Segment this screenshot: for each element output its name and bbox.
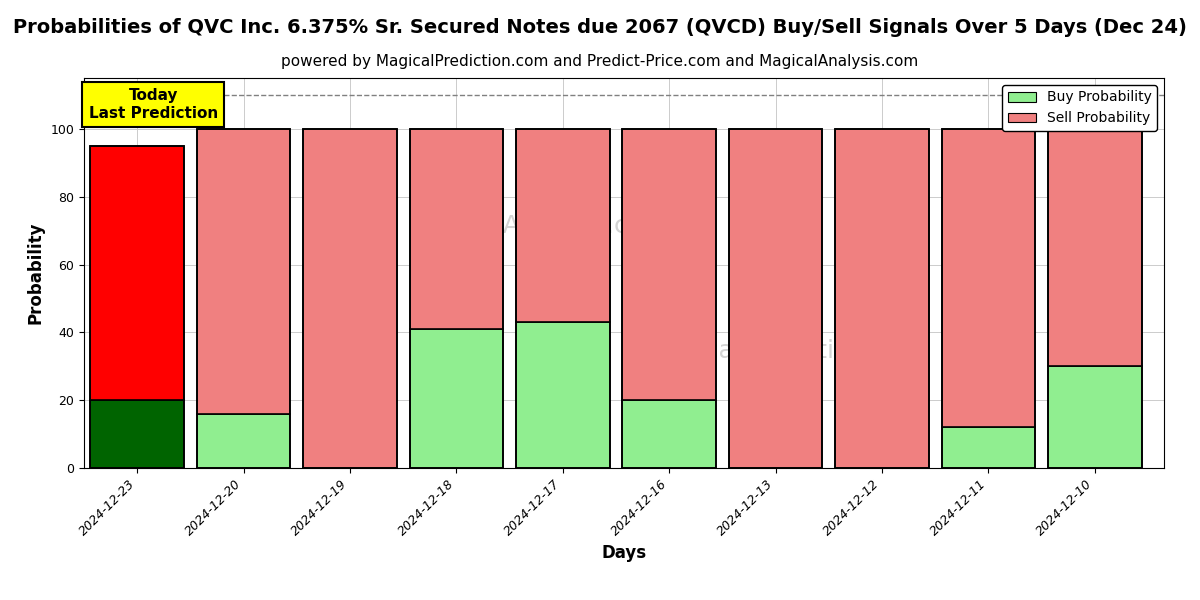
Bar <box>304 129 397 468</box>
Bar <box>90 146 184 468</box>
Bar <box>197 414 290 468</box>
Text: Today
Last Prediction: Today Last Prediction <box>89 88 217 121</box>
Bar <box>942 427 1036 468</box>
Bar <box>1048 366 1141 468</box>
Bar <box>90 146 184 400</box>
Bar <box>197 129 290 414</box>
Bar <box>942 129 1036 427</box>
Text: Probabilities of QVC Inc. 6.375% Sr. Secured Notes due 2067 (QVCD) Buy/Sell Sign: Probabilities of QVC Inc. 6.375% Sr. Sec… <box>13 18 1187 37</box>
Bar <box>197 129 290 468</box>
Bar <box>90 400 184 468</box>
Bar <box>409 129 503 329</box>
Bar <box>516 322 610 468</box>
Text: MagicalAnalysis.com: MagicalAnalysis.com <box>408 214 667 238</box>
Bar <box>516 129 610 468</box>
Bar <box>942 129 1036 468</box>
Bar <box>623 129 716 400</box>
Bar <box>409 129 503 468</box>
Y-axis label: Probability: Probability <box>26 222 44 324</box>
Bar <box>835 129 929 468</box>
Legend: Buy Probability, Sell Probability: Buy Probability, Sell Probability <box>1002 85 1157 131</box>
Bar <box>728 129 822 468</box>
Bar <box>516 129 610 322</box>
Bar <box>623 400 716 468</box>
Bar <box>1048 129 1141 468</box>
Bar <box>304 129 397 468</box>
Text: MagicalPrediction.com: MagicalPrediction.com <box>646 339 926 363</box>
Bar <box>835 129 929 468</box>
X-axis label: Days: Days <box>601 544 647 562</box>
Bar <box>1048 129 1141 366</box>
Bar <box>409 329 503 468</box>
Bar <box>728 129 822 468</box>
Text: powered by MagicalPrediction.com and Predict-Price.com and MagicalAnalysis.com: powered by MagicalPrediction.com and Pre… <box>281 54 919 69</box>
Bar <box>623 129 716 468</box>
